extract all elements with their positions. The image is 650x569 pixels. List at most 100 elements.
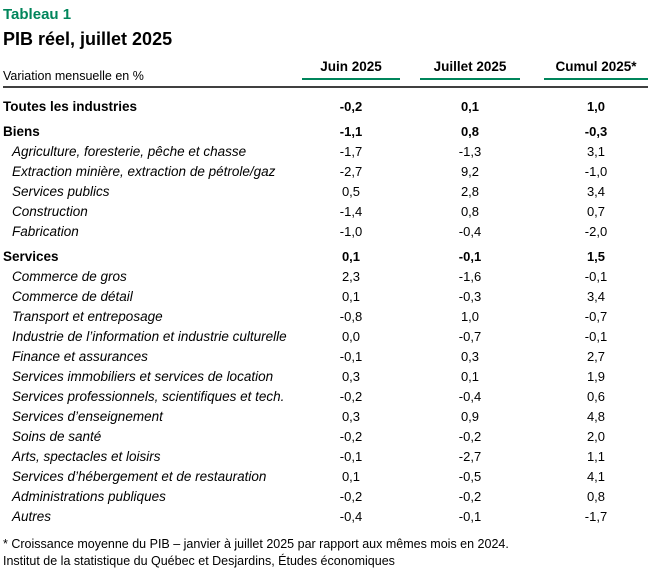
column-header-juillet-2025: Juillet 2025 bbox=[420, 59, 520, 80]
table-row: Construction -1,4 0,8 0,7 bbox=[3, 202, 648, 222]
row-value-juin: 0,5 bbox=[341, 184, 361, 199]
row-value-cumul: -2,0 bbox=[584, 224, 608, 239]
page-title: PIB réel, juillet 2025 bbox=[3, 29, 173, 49]
table-row: Industrie de l’information et industrie … bbox=[3, 327, 648, 347]
table-row: Finance et assurances -0,1 0,3 2,7 bbox=[3, 347, 648, 367]
row-label: Services immobiliers et services de loca… bbox=[12, 369, 274, 384]
row-value-cumul: 2,0 bbox=[586, 429, 606, 444]
row-label: Finance et assurances bbox=[12, 349, 148, 364]
table-row: Services publics 0,5 2,8 3,4 bbox=[3, 182, 648, 202]
row-value-cumul: 0,8 bbox=[586, 489, 606, 504]
row-value-juillet: -2,7 bbox=[458, 449, 482, 464]
row-value-cumul: 0,6 bbox=[586, 389, 606, 404]
row-value-cumul: -1,7 bbox=[584, 509, 608, 524]
row-value-juin: -1,7 bbox=[339, 144, 363, 159]
row-value-cumul: 4,1 bbox=[586, 469, 606, 484]
table-row: Commerce de gros 2,3 -1,6 -0,1 bbox=[3, 267, 648, 287]
table-row: Autres -0,4 -0,1 -1,7 bbox=[3, 507, 648, 527]
row-value-juillet: 0,9 bbox=[460, 409, 480, 424]
table-row: Agriculture, foresterie, pêche et chasse… bbox=[3, 142, 648, 162]
row-label: Autres bbox=[12, 509, 52, 524]
row-label: Services publics bbox=[12, 184, 110, 199]
row-value-cumul: -1,0 bbox=[584, 164, 608, 179]
row-label: Construction bbox=[12, 204, 88, 219]
table-row: Toutes les industries -0,2 0,1 1,0 bbox=[3, 97, 648, 117]
row-label: Services d’hébergement et de restauratio… bbox=[12, 469, 267, 484]
row-value-cumul: 3,4 bbox=[586, 184, 606, 199]
row-value-juin: -1,0 bbox=[339, 224, 363, 239]
row-value-juillet: -0,2 bbox=[458, 429, 482, 444]
row-value-juin: 0,1 bbox=[341, 289, 361, 304]
row-label: Services d’enseignement bbox=[12, 409, 163, 424]
row-value-juillet: -1,6 bbox=[458, 269, 482, 284]
row-value-cumul: -0,7 bbox=[584, 309, 608, 324]
footnote: * Croissance moyenne du PIB – janvier à … bbox=[3, 537, 509, 551]
row-label: Commerce de détail bbox=[12, 289, 133, 304]
row-value-juin: -0,2 bbox=[339, 429, 363, 444]
row-value-juin: -0,4 bbox=[339, 509, 363, 524]
row-value-juillet: 0,1 bbox=[460, 99, 480, 114]
table-row: Administrations publiques -0,2 -0,2 0,8 bbox=[3, 487, 648, 507]
row-label: Administrations publiques bbox=[12, 489, 166, 504]
table-row: Fabrication -1,0 -0,4 -2,0 bbox=[3, 222, 648, 242]
row-label: Extraction minière, extraction de pétrol… bbox=[12, 164, 276, 179]
row-value-cumul: 3,4 bbox=[586, 289, 606, 304]
row-value-cumul: -0,1 bbox=[584, 269, 608, 284]
row-value-juillet: 9,2 bbox=[460, 164, 480, 179]
row-value-juillet: -0,1 bbox=[458, 249, 482, 264]
row-label: Services professionnels, scientifiques e… bbox=[12, 389, 285, 404]
row-value-juin: -1,1 bbox=[339, 124, 363, 139]
row-value-juillet: 0,8 bbox=[460, 204, 480, 219]
row-label: Commerce de gros bbox=[12, 269, 127, 284]
row-value-cumul: 0,7 bbox=[586, 204, 606, 219]
row-value-juin: -0,2 bbox=[339, 389, 363, 404]
table-rows: Toutes les industries -0,2 0,1 1,0 Biens… bbox=[3, 88, 648, 527]
row-value-juillet: 1,0 bbox=[460, 309, 480, 324]
table-row: Transport et entreposage -0,8 1,0 -0,7 bbox=[3, 307, 648, 327]
row-value-juin: -0,2 bbox=[339, 99, 363, 114]
table-row: Arts, spectacles et loisirs -0,1 -2,7 1,… bbox=[3, 447, 648, 467]
row-label: Transport et entreposage bbox=[12, 309, 163, 324]
row-value-juillet: 0,3 bbox=[460, 349, 480, 364]
table-row: Services d’enseignement 0,3 0,9 4,8 bbox=[3, 407, 648, 427]
row-value-juin: -0,8 bbox=[339, 309, 363, 324]
table-row: Services professionnels, scientifiques e… bbox=[3, 387, 648, 407]
row-value-juillet: 0,1 bbox=[460, 369, 480, 384]
row-value-juin: 2,3 bbox=[341, 269, 361, 284]
table-row: Soins de santé -0,2 -0,2 2,0 bbox=[3, 427, 648, 447]
row-value-juin: 0,0 bbox=[341, 329, 361, 344]
row-value-juillet: -1,3 bbox=[458, 144, 482, 159]
source-line: Institut de la statistique du Québec et … bbox=[3, 554, 395, 568]
table-header-row: Variation mensuelle en % Juin 2025 Juill… bbox=[3, 59, 648, 88]
row-value-juin: -0,1 bbox=[339, 349, 363, 364]
row-value-juillet: 2,8 bbox=[460, 184, 480, 199]
column-header-cumul-2025: Cumul 2025* bbox=[544, 59, 648, 80]
row-value-juin: 0,3 bbox=[341, 409, 361, 424]
table-row: Extraction minière, extraction de pétrol… bbox=[3, 162, 648, 182]
row-label: Soins de santé bbox=[12, 429, 102, 444]
row-value-cumul: 1,0 bbox=[586, 99, 606, 114]
row-value-juin: -2,7 bbox=[339, 164, 363, 179]
row-label: Biens bbox=[3, 124, 40, 139]
row-value-cumul: 3,1 bbox=[586, 144, 606, 159]
row-label: Fabrication bbox=[12, 224, 79, 239]
row-value-juillet: -0,4 bbox=[458, 224, 482, 239]
row-value-cumul: -0,1 bbox=[584, 329, 608, 344]
row-value-cumul: 1,1 bbox=[586, 449, 606, 464]
table-row: Services 0,1 -0,1 1,5 bbox=[3, 247, 648, 267]
row-value-juillet: -0,5 bbox=[458, 469, 482, 484]
row-value-juillet: -0,3 bbox=[458, 289, 482, 304]
row-label: Services bbox=[3, 249, 59, 264]
row-value-cumul: 1,5 bbox=[586, 249, 606, 264]
row-value-juin: 0,1 bbox=[341, 249, 361, 264]
row-label: Arts, spectacles et loisirs bbox=[12, 449, 161, 464]
row-value-juin: -0,2 bbox=[339, 489, 363, 504]
row-value-cumul: 2,7 bbox=[586, 349, 606, 364]
unit-label: Variation mensuelle en % bbox=[3, 69, 144, 83]
row-value-cumul: 1,9 bbox=[586, 369, 606, 384]
row-value-juillet: -0,1 bbox=[458, 509, 482, 524]
row-value-juillet: -0,2 bbox=[458, 489, 482, 504]
row-value-juillet: 0,8 bbox=[460, 124, 480, 139]
row-label: Agriculture, foresterie, pêche et chasse bbox=[12, 144, 247, 159]
row-value-cumul: -0,3 bbox=[584, 124, 608, 139]
